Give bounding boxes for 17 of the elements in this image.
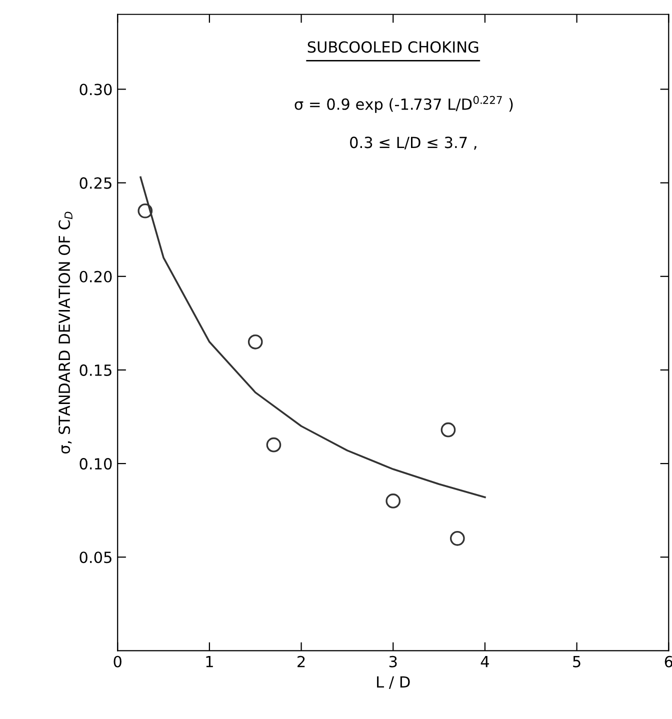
annotation: 0.3 ≤ L/D ≤ 3.7 , [350, 136, 476, 150]
y-tick-label: 0.10 [80, 458, 112, 470]
y-axis-title: σ, STANDARD DEVIATION OF C$_{D}$ [58, 212, 72, 454]
text: SUBCOOLED CHOKING [308, 41, 478, 53]
y-tick-label: 0.25 [80, 177, 112, 189]
y-tick-label: 0.15 [80, 364, 112, 376]
x-tick-label: 0 [114, 656, 122, 668]
x-tick-label: 3 [389, 656, 397, 668]
x-axis-title: L / D [377, 676, 410, 689]
annotation: σ = 0.9 exp (-1.737 L/D$^{0.227}$ ) [294, 96, 513, 113]
y-tick-label: 0.05 [80, 552, 112, 564]
x-tick-label: 4 [480, 656, 489, 668]
y-tick-label: 0.30 [80, 84, 112, 96]
x-tick-label: 5 [573, 656, 580, 668]
x-tick-label: 2 [298, 656, 305, 668]
x-tick-label: 1 [206, 656, 213, 668]
y-tick-label: 0.20 [80, 270, 112, 282]
